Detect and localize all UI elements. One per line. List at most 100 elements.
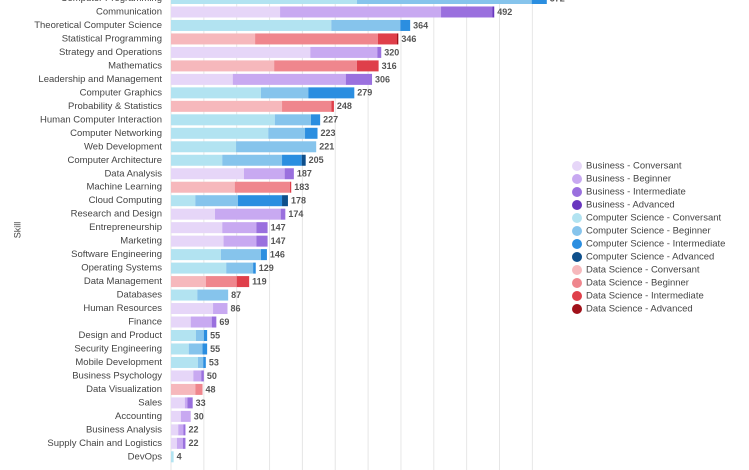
bar-segment xyxy=(171,0,357,4)
legend-label: Computer Science - Advanced xyxy=(586,252,714,263)
bar-segment xyxy=(171,289,198,301)
y-tick-label: DevOps xyxy=(128,451,163,462)
total-label: 205 xyxy=(309,155,324,165)
legend-label: Computer Science - Intermediate xyxy=(586,239,725,250)
y-tick-label: Computer Graphics xyxy=(80,87,163,98)
legend-label: Computer Science - Conversant xyxy=(586,213,722,224)
bar-segment xyxy=(171,262,227,274)
total-label: 129 xyxy=(259,263,274,273)
total-label: 346 xyxy=(401,34,416,44)
y-tick-label: Finance xyxy=(128,317,162,328)
bar-segment xyxy=(301,154,306,166)
bar-segment xyxy=(171,168,244,180)
total-label: 364 xyxy=(413,20,428,30)
legend-marker xyxy=(572,226,582,236)
total-label: 223 xyxy=(321,128,336,138)
bar-segment xyxy=(261,249,267,261)
total-label: 4 xyxy=(177,452,182,462)
bar-segment xyxy=(236,141,317,153)
y-tick-label: Software Engineering xyxy=(71,249,162,260)
bar-segment xyxy=(441,6,493,18)
bar-segment xyxy=(223,235,257,247)
legend-label: Data Science - Advanced xyxy=(586,304,693,315)
legend-marker xyxy=(572,174,582,184)
bar-segment xyxy=(171,370,194,382)
bar-segment xyxy=(187,397,193,409)
y-tick-label: Databases xyxy=(117,290,163,301)
total-label: 248 xyxy=(337,101,352,111)
legend-marker xyxy=(572,291,582,301)
total-label: 279 xyxy=(357,88,372,98)
bar-segment xyxy=(400,19,411,31)
y-tick-label: Probability & Statistics xyxy=(68,101,162,112)
y-tick-label: Communication xyxy=(96,6,162,17)
legend-label: Business - Intermediate xyxy=(586,187,686,198)
y-tick-label: Machine Learning xyxy=(86,182,162,193)
total-label: 86 xyxy=(231,303,241,313)
y-tick-label: Human Resources xyxy=(83,303,162,314)
bar-segment xyxy=(261,87,309,99)
bar-segment xyxy=(171,356,198,368)
y-tick-label: Computer Networking xyxy=(70,128,162,139)
bar-segment xyxy=(280,208,286,220)
bar-segment xyxy=(268,127,306,139)
bar-segment xyxy=(274,114,311,126)
bar-segment xyxy=(180,410,191,422)
y-tick-label: Statistical Programming xyxy=(62,33,162,44)
bar-segment xyxy=(255,33,378,45)
bar-segment xyxy=(171,181,235,193)
bar-segment xyxy=(234,181,290,193)
y-tick-label: Business Analysis xyxy=(86,424,162,435)
bar-segment xyxy=(203,356,206,368)
bar-segment xyxy=(282,195,288,207)
bar-segment xyxy=(202,343,208,355)
bar-segment xyxy=(183,424,186,436)
bar-segment xyxy=(282,100,332,112)
bar-segment xyxy=(215,208,281,220)
y-tick-label: Business Psychology xyxy=(72,370,162,381)
total-label: 50 xyxy=(207,371,217,381)
bar-segment xyxy=(203,330,208,341)
bar-segment xyxy=(308,87,355,99)
bar-segment xyxy=(184,397,188,409)
bar-segment xyxy=(195,383,203,395)
total-label: 183 xyxy=(294,182,309,192)
legend-marker xyxy=(572,213,582,223)
total-label: 147 xyxy=(271,223,286,233)
total-label: 53 xyxy=(209,357,219,367)
total-label: 147 xyxy=(271,236,286,246)
bar-segment xyxy=(356,0,532,4)
y-tick-label: Supply Chain and Logistics xyxy=(47,438,162,449)
y-tick-label: Web Development xyxy=(84,141,162,152)
bar-segment xyxy=(171,316,191,328)
legend-label: Business - Conversant xyxy=(586,161,682,172)
bar-segment xyxy=(222,222,257,234)
bar-segment xyxy=(492,6,495,18)
y-tick-label: Entrepreneurship xyxy=(89,222,162,233)
total-label: 48 xyxy=(206,384,216,394)
bar-segment xyxy=(171,195,196,207)
legend-marker xyxy=(572,187,582,197)
y-tick-label: Leadership and Management xyxy=(38,74,162,85)
total-label: 30 xyxy=(194,411,204,421)
y-axis-label: Skill xyxy=(12,222,22,239)
y-tick-label: Computer Architecture xyxy=(67,155,162,166)
y-tick-label: Marketing xyxy=(120,236,162,247)
bar-segment xyxy=(171,330,196,341)
bar-segment xyxy=(171,343,189,355)
bar-segment xyxy=(197,289,229,301)
legend-label: Business - Advanced xyxy=(586,200,675,211)
bar-segment xyxy=(356,60,379,72)
bar-segment xyxy=(205,276,237,288)
bar-segment xyxy=(171,114,275,126)
total-label: 187 xyxy=(297,169,312,179)
bar-segment xyxy=(176,437,183,449)
total-label: 306 xyxy=(375,74,390,84)
y-tick-label: Accounting xyxy=(115,411,162,422)
y-tick-label: Security Engineering xyxy=(74,343,162,354)
bar-segment xyxy=(197,356,204,368)
bar-segment xyxy=(171,397,185,409)
y-tick-label: Design and Product xyxy=(79,330,163,341)
total-label: 572 xyxy=(550,0,565,3)
bar-segment xyxy=(171,141,237,153)
